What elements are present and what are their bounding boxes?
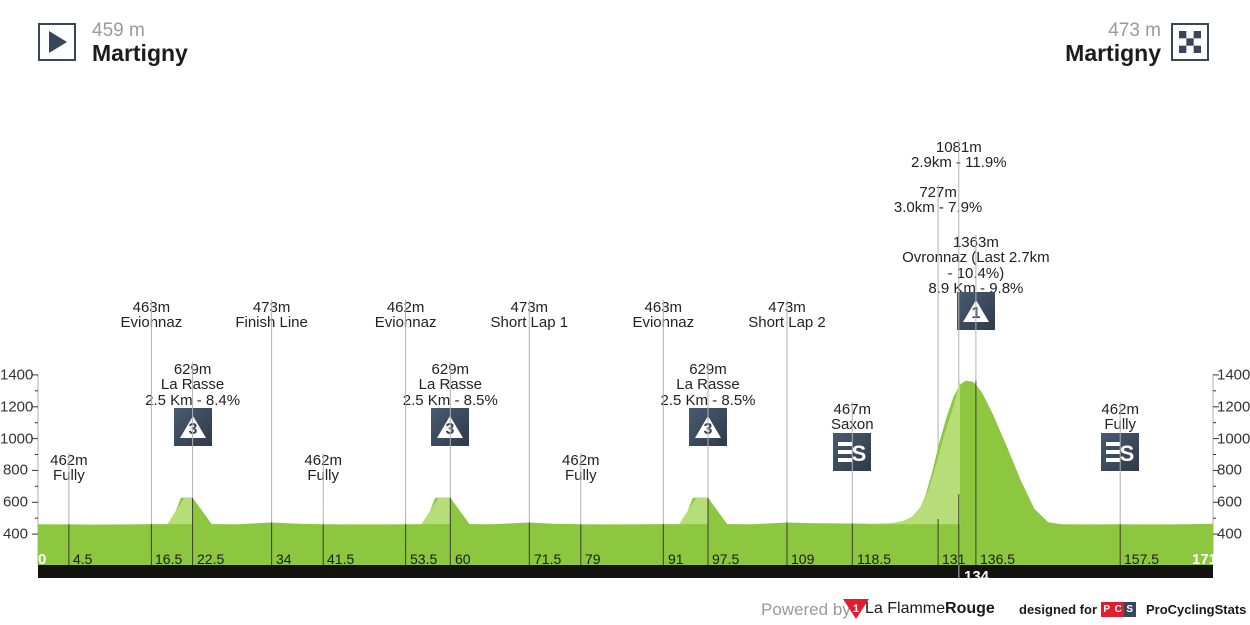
svg-text:1: 1	[853, 603, 859, 615]
